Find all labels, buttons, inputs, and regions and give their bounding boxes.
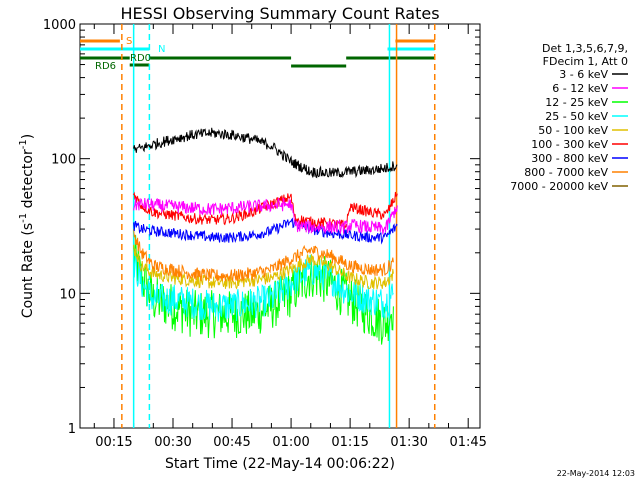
series-line [133,249,394,322]
legend-label: 25 - 50 keV [545,110,608,123]
legend-label: 300 - 800 keV [531,152,608,165]
y-tick-label: 1 [68,422,76,437]
series-line [133,191,398,230]
y-label-part-2: detector [20,149,36,213]
y-label-part-1: Count Rate (s [20,223,36,318]
y-tick-label: 1000 [43,18,76,33]
date-stamp: 22-May-2014 12:03 [557,469,635,478]
bar-annotation: N [158,44,165,55]
y-axis-label: Count Rate (s-1 detector-1) [18,134,36,318]
y-tick-label: 10 [59,287,76,302]
x-tick-label: 01:30 [390,435,427,450]
y-tick-label: 100 [51,153,76,168]
event-lines [121,24,436,428]
series-line [133,127,398,179]
data-series [133,127,398,345]
x-tick-label: 00:15 [95,435,132,450]
y-label-sup-1: -1 [18,213,29,223]
x-tick-label: 01:15 [331,435,368,450]
bar-annotations: S N RD0 RD6 [95,36,165,72]
legend-label: 800 - 7000 keV [524,166,608,179]
plot-frame [79,23,481,429]
legend-label: 12 - 25 keV [545,96,608,109]
series-line [133,229,394,282]
x-axis-label: Start Time (22-May-14 00:06:22) [165,456,395,472]
x-tick-label: 01:00 [272,435,309,450]
x-tick-label: 00:30 [154,435,191,450]
bar-annotation: RD0 [130,53,151,64]
series-line [133,244,394,290]
legend-header: Det 1,3,5,6,7,9, [542,42,628,55]
axis-ticks: 00:15 00:30 00:45 01:00 01:15 01:30 01:45 1 10 10… [43,18,487,450]
y-label-part-3: ) [20,134,36,139]
series-line [133,197,398,235]
x-tick-label: 00:45 [213,435,250,450]
bar-annotation: S [126,36,132,47]
bar-annotation: RD6 [95,61,116,72]
legend-header: FDecim 1, Att 0 [543,55,628,68]
legend-label: 100 - 300 keV [531,138,608,151]
legend-label: 6 - 12 keV [552,82,608,95]
svg-text:Count Rate (s-1 detector-1): Count Rate (s-1 detector-1) [18,134,36,318]
legend-label: 7000 - 20000 keV [510,180,608,193]
series-line [133,217,398,245]
y-label-sup-2: -1 [18,139,29,149]
legend-label: 3 - 6 keV [559,68,608,81]
legend: Det 1,3,5,6,7,9,FDecim 1, Att 03 - 6 keV… [510,42,628,193]
legend-label: 50 - 100 keV [538,124,608,137]
chart-title: HESSI Observing Summary Count Rates [120,4,439,23]
status-bars [80,39,435,68]
x-tick-label: 01:45 [449,435,486,450]
